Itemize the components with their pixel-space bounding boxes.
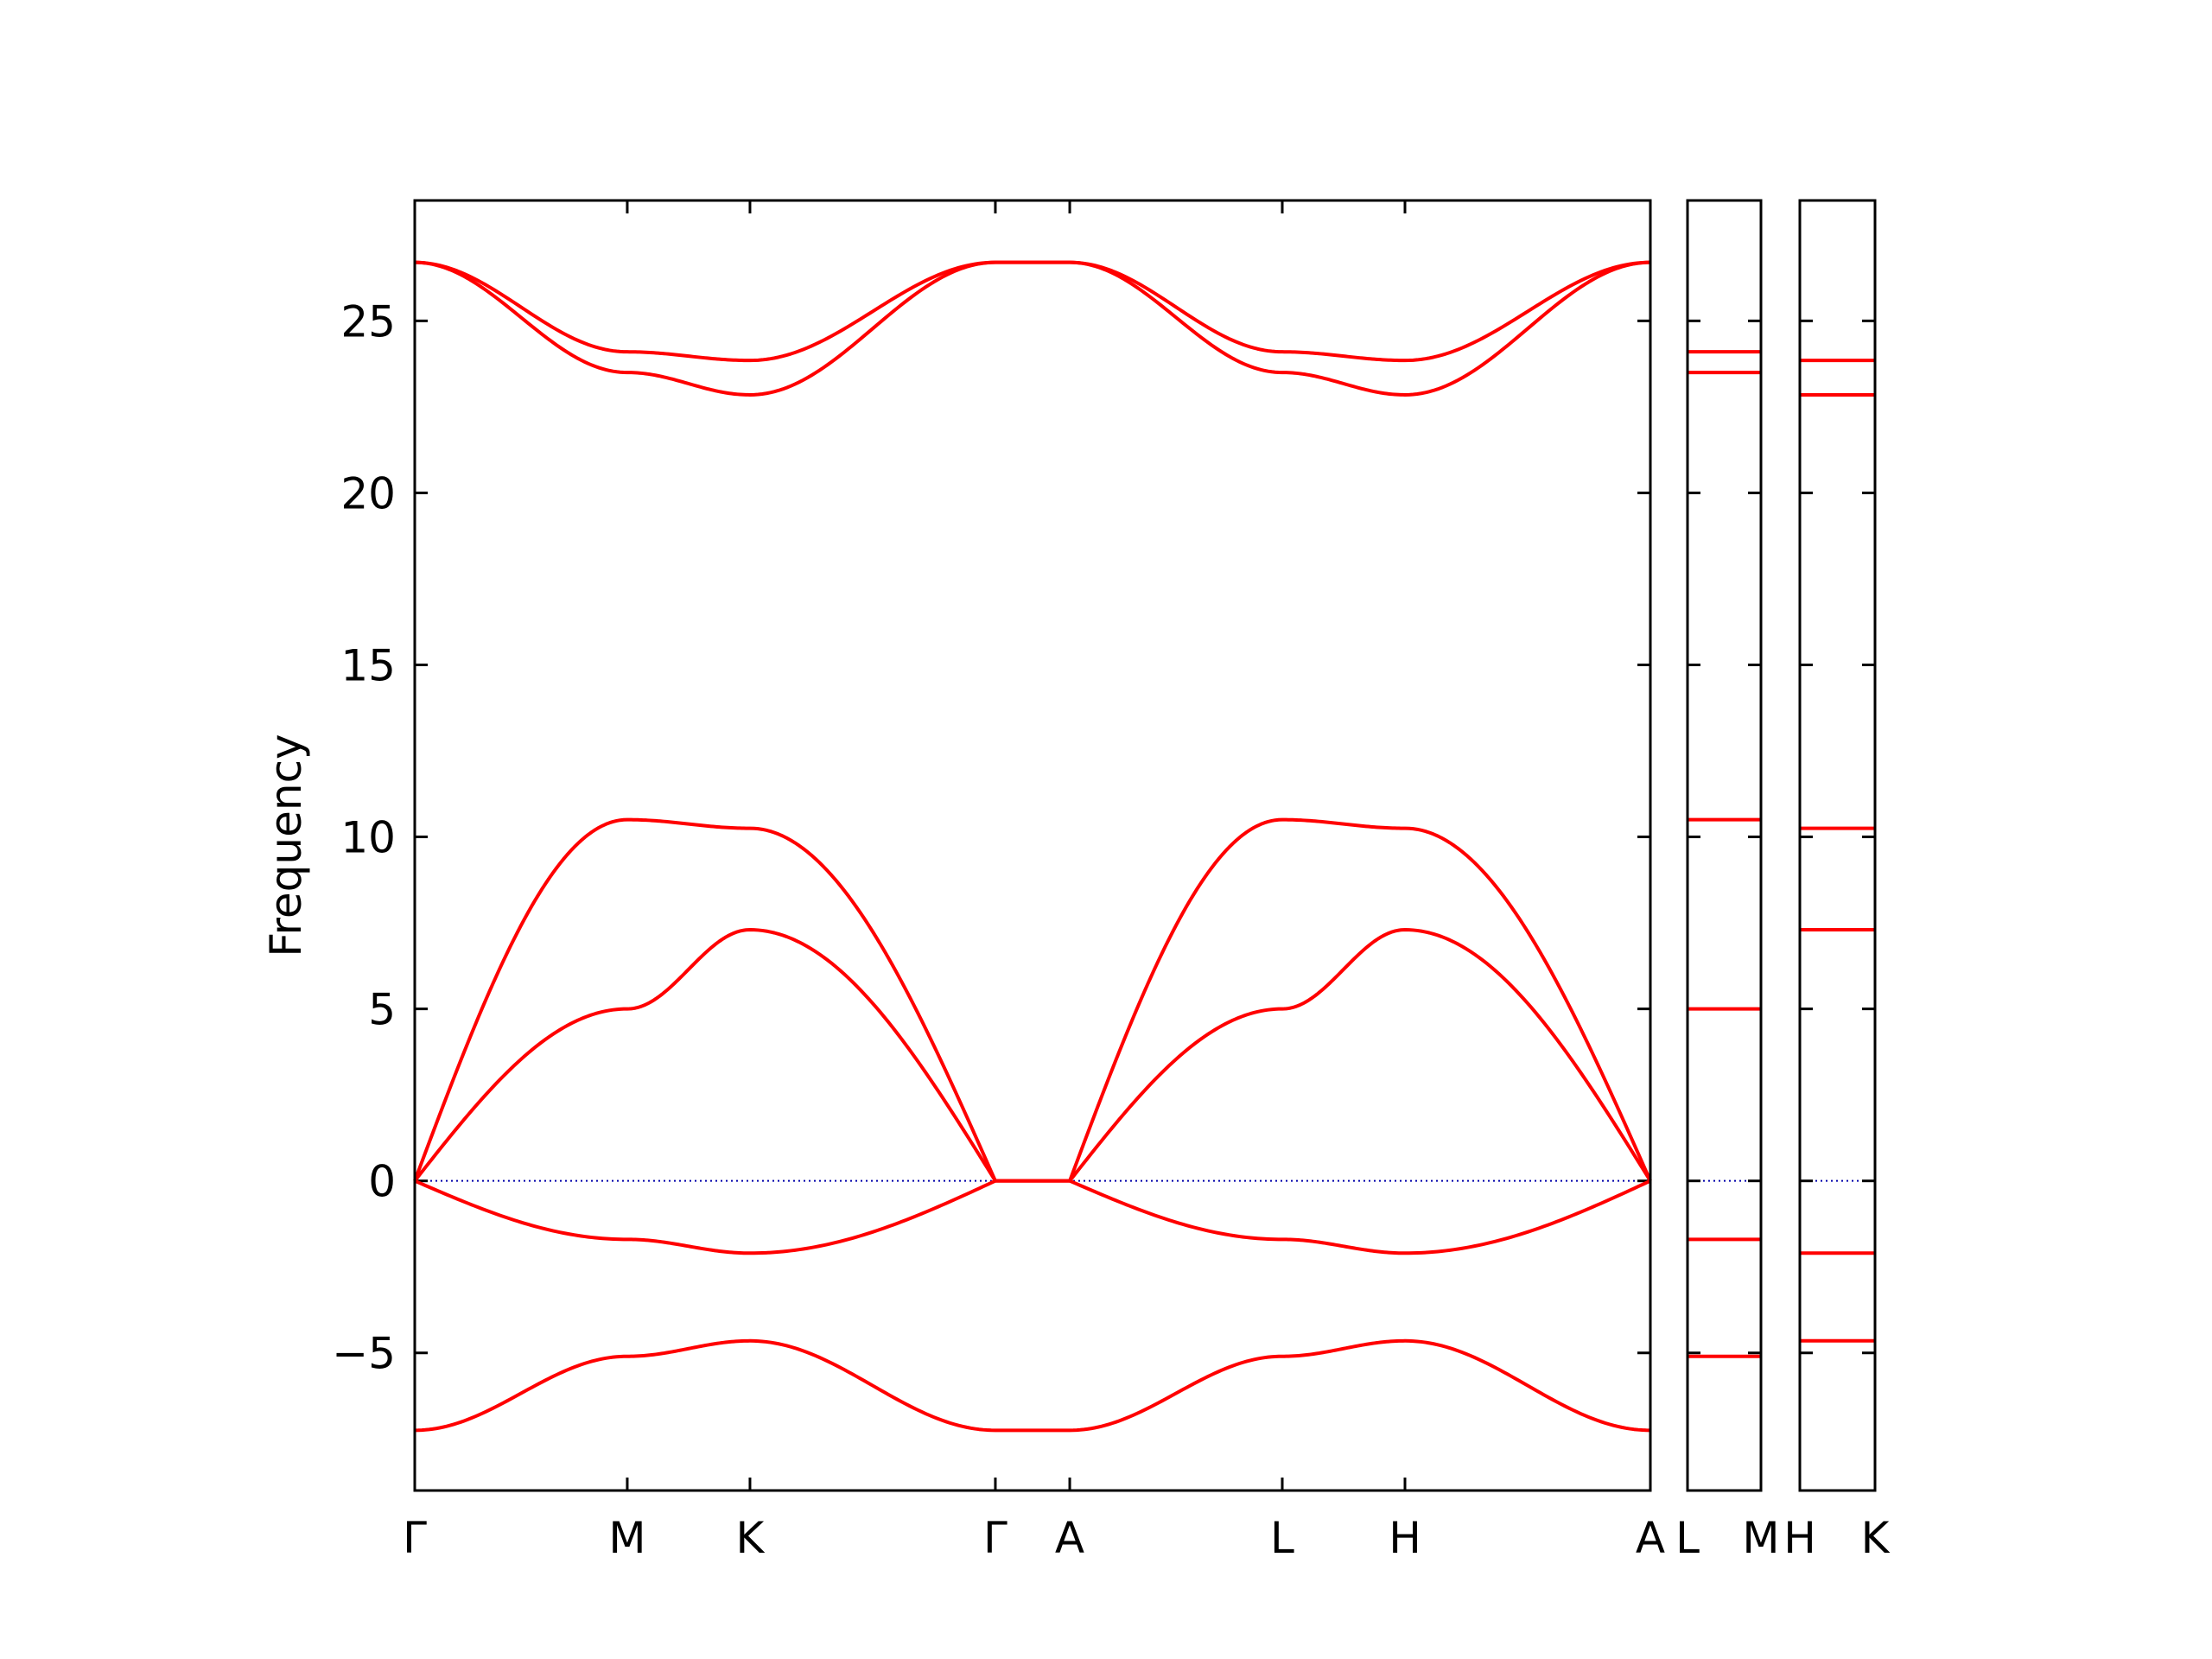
xtick-label: H — [1389, 1513, 1421, 1563]
ytick-label: 20 — [340, 468, 396, 518]
xtick-label: Γ — [403, 1513, 427, 1563]
side-xtick-label: K — [1861, 1513, 1891, 1563]
ytick-label: 0 — [368, 1157, 396, 1207]
band-3 — [413, 817, 1652, 1183]
band-5 — [414, 260, 1651, 363]
ytick-label: 10 — [340, 813, 396, 863]
xtick-label: Γ — [983, 1513, 1007, 1563]
xtick-label: A — [1055, 1513, 1084, 1563]
band-curves — [413, 260, 1875, 1433]
panel-frames — [413, 199, 1877, 1492]
side-xtick-label: L — [1675, 1513, 1700, 1563]
side-panel-frame-2 — [1798, 199, 1877, 1492]
xtick-label: K — [736, 1513, 766, 1563]
side-xtick-label: M — [1742, 1513, 1779, 1563]
side-panel-frame-1 — [1686, 199, 1763, 1492]
ytick-label: 15 — [340, 640, 396, 690]
ytick-label: 25 — [340, 296, 396, 346]
band-0 — [414, 1338, 1651, 1433]
main-panel-frame — [413, 199, 1652, 1492]
y-axis-label: Frequency — [261, 734, 311, 957]
side-xtick-label: H — [1783, 1513, 1816, 1563]
xtick-label: L — [1270, 1513, 1294, 1563]
ytick-label: 5 — [368, 985, 396, 1035]
xtick-label: A — [1636, 1513, 1665, 1563]
ytick-label: −5 — [332, 1329, 396, 1379]
xtick-label: M — [608, 1513, 645, 1563]
